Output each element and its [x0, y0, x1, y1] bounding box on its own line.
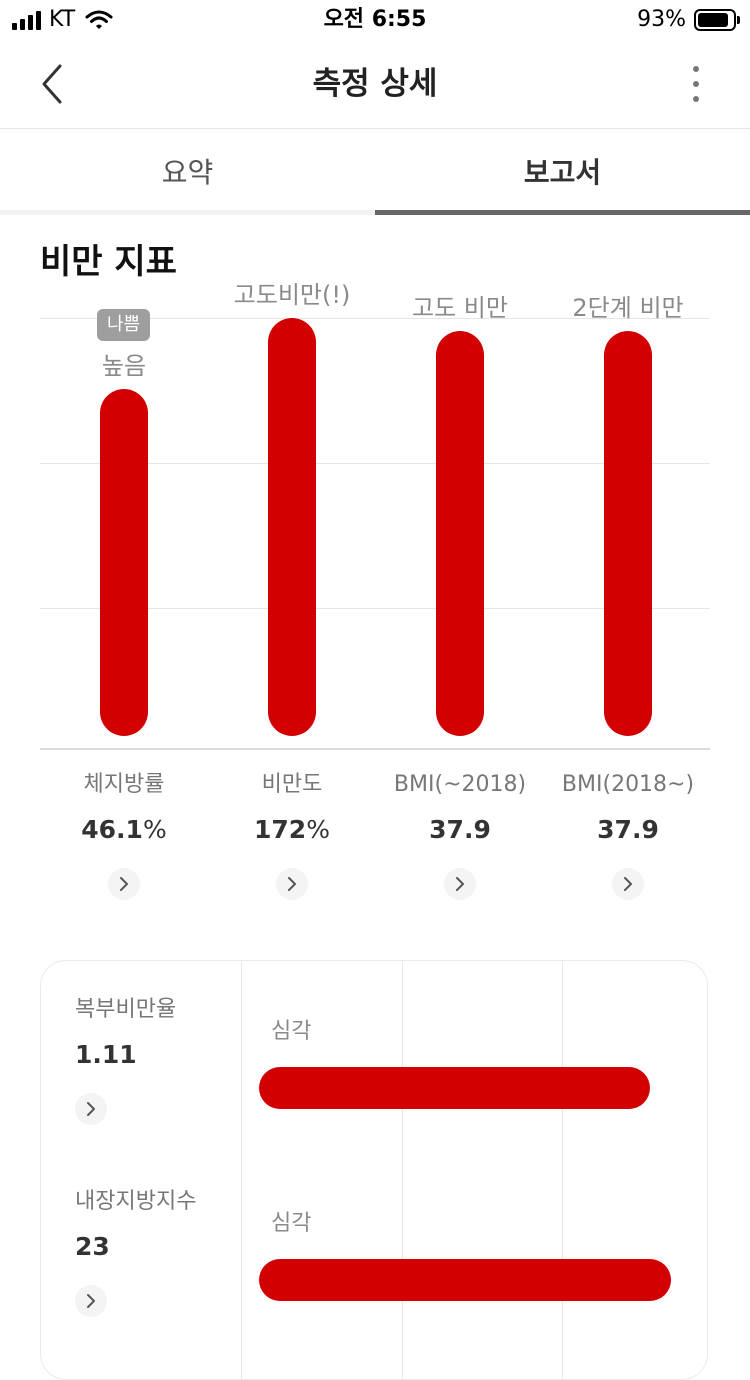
- status-time: 오전 6:55: [323, 7, 427, 32]
- metric-label: 복부비만율: [75, 997, 177, 1022]
- battery-fill: [698, 13, 728, 27]
- bar-status-label: 고도 비만: [412, 294, 508, 322]
- gridline: [40, 608, 710, 609]
- nav-bar: 측정 상세: [0, 40, 750, 129]
- bar-status-label: 2단계 비만: [572, 294, 684, 322]
- chart-column: 고도비만(!) 비만도 172%: [208, 280, 376, 920]
- category-label: 비만도: [261, 772, 323, 797]
- card-divider: [241, 961, 242, 1379]
- carrier-name: KT: [49, 7, 76, 32]
- bar-status-label: 높음: [101, 352, 147, 380]
- category-label: BMI(~2018): [393, 772, 527, 797]
- value-unit: %: [306, 815, 330, 844]
- metric-bar: [259, 1067, 650, 1109]
- chevron-right-icon: [288, 877, 296, 891]
- chart-bar: [604, 331, 652, 736]
- chart-column: 2단계 비만 BMI(2018~) 37.9: [544, 280, 712, 920]
- chart-baseline: [40, 748, 710, 750]
- value-unit: %: [142, 815, 167, 844]
- detail-chevron-button[interactable]: [276, 868, 308, 900]
- category-value: 37.9: [597, 815, 659, 844]
- detail-chevron-button[interactable]: [75, 1093, 107, 1125]
- chart-column: 고도 비만 BMI(~2018) 37.9: [376, 280, 544, 920]
- chevron-right-icon: [120, 877, 128, 891]
- more-dot: [693, 96, 699, 102]
- section-title: 비만 지표: [40, 242, 177, 282]
- bar-status-label: 심각: [271, 1211, 312, 1236]
- more-button[interactable]: [686, 62, 706, 106]
- gridline: [40, 318, 710, 319]
- chevron-right-icon: [87, 1102, 95, 1116]
- detail-chevron-button[interactable]: [612, 868, 644, 900]
- card-divider: [402, 961, 403, 1379]
- status-left: KT: [12, 8, 113, 32]
- chevron-right-icon: [456, 877, 464, 891]
- status-right: 93%: [637, 6, 740, 34]
- card-divider: [562, 961, 563, 1379]
- category-value: 172%: [254, 815, 330, 844]
- more-dot: [693, 81, 699, 87]
- detail-chevron-button[interactable]: [75, 1285, 107, 1317]
- category-value: 37.9: [429, 815, 491, 844]
- tab-report[interactable]: 보고서: [375, 129, 750, 215]
- detail-chevron-button[interactable]: [108, 868, 140, 900]
- category-value: 46.1%: [81, 815, 167, 844]
- tab-bar: 요약 보고서: [0, 129, 750, 215]
- tab-summary[interactable]: 요약: [0, 129, 375, 215]
- chart-bar: [100, 389, 148, 736]
- more-vertical-icon: [693, 66, 699, 72]
- metric-value: 1.11: [75, 1040, 137, 1069]
- metric-bar: [259, 1259, 671, 1301]
- battery-cap: [737, 16, 740, 24]
- status-badge: 나쁨: [97, 309, 151, 341]
- bar-status-label: 심각: [271, 1019, 312, 1044]
- signal-icon: [12, 10, 41, 30]
- detail-card: 복부비만율 1.11 심각 내장지방지수 23 심각: [40, 960, 708, 1380]
- wifi-icon: [85, 10, 113, 29]
- back-button[interactable]: [30, 60, 78, 108]
- chevron-right-icon: [624, 877, 632, 891]
- chevron-right-icon: [87, 1294, 95, 1308]
- detail-chevron-button[interactable]: [444, 868, 476, 900]
- chart-bar: [436, 331, 484, 736]
- bar-status-label: 고도비만(!): [233, 281, 351, 309]
- gridline: [40, 463, 710, 464]
- status-bar: KT 오전 6:55 93%: [0, 0, 750, 40]
- category-label: BMI(2018~): [561, 772, 695, 797]
- category-label: 체지방률: [83, 772, 165, 797]
- chart-bar: [268, 318, 316, 736]
- battery-icon: [694, 9, 740, 31]
- battery-percent: 93%: [637, 7, 686, 32]
- metric-value: 23: [75, 1232, 110, 1261]
- page-title: 측정 상세: [312, 66, 438, 102]
- chevron-left-icon: [42, 64, 62, 104]
- metric-label: 내장지방지수: [75, 1189, 197, 1214]
